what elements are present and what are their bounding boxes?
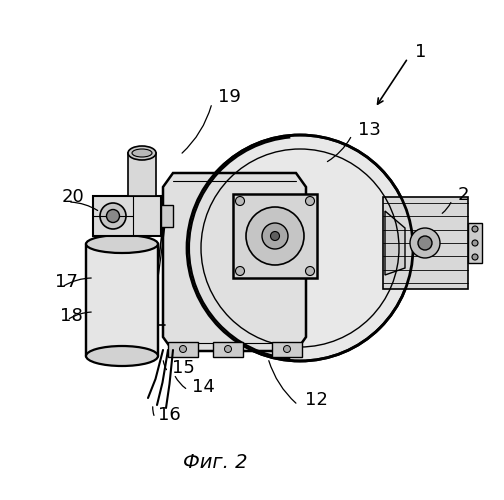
Circle shape [106,210,119,222]
Bar [168,342,198,357]
Circle shape [235,196,244,205]
Text: 17: 17 [55,273,78,291]
Text: 12: 12 [305,391,328,409]
Bar [161,205,173,227]
Circle shape [472,240,478,246]
Text: 14: 14 [192,378,215,396]
Circle shape [271,232,280,240]
Circle shape [179,346,186,352]
Ellipse shape [128,146,156,160]
Ellipse shape [132,149,152,157]
Text: 16: 16 [158,406,181,424]
Polygon shape [385,211,405,275]
Bar [86,244,158,356]
Circle shape [283,346,290,352]
Circle shape [305,266,314,276]
Circle shape [246,207,304,265]
Circle shape [410,228,440,258]
Circle shape [472,226,478,232]
Text: 1: 1 [415,43,426,61]
Bar [128,153,156,196]
Polygon shape [163,173,306,351]
Bar [213,342,243,357]
Bar [233,194,317,278]
Bar [272,342,302,357]
Bar [468,223,482,263]
Circle shape [224,346,231,352]
Circle shape [418,236,432,250]
Bar [383,197,468,289]
Ellipse shape [86,346,158,366]
Circle shape [235,266,244,276]
Circle shape [100,203,126,229]
Text: 20: 20 [62,188,85,206]
Circle shape [305,196,314,205]
Circle shape [262,223,288,249]
Text: 18: 18 [60,307,83,325]
Text: 13: 13 [358,121,381,139]
Text: Фиг. 2: Фиг. 2 [183,452,247,471]
Text: 19: 19 [218,88,241,106]
Text: 2: 2 [458,186,470,204]
Circle shape [472,254,478,260]
Bar [93,196,161,236]
Circle shape [187,135,413,361]
Text: 15: 15 [172,359,195,377]
Ellipse shape [86,235,158,253]
